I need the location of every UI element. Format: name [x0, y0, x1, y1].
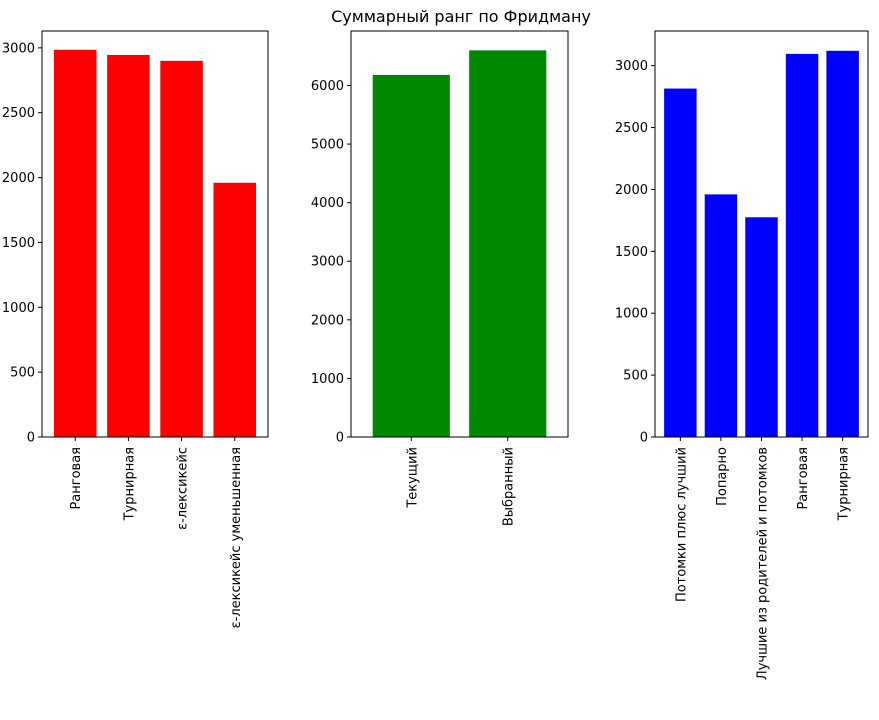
y-tick-label-1-1: 0	[27, 431, 35, 446]
bar-3-5	[826, 50, 859, 438]
y-tick-label-2-1: 0	[336, 431, 344, 446]
chart-suptitle: Суммарный ранг по Фридману	[331, 7, 591, 26]
x-category-label-2-1: Текущий	[405, 447, 420, 509]
y-tick-label-1-7: 3000	[2, 41, 35, 56]
y-tick-label-3-1: 0	[640, 431, 648, 446]
x-category-label-1-1: Ранговая	[69, 447, 84, 510]
y-tick-label-2-7: 6000	[311, 79, 344, 94]
y-tick-label-3-7: 3000	[615, 59, 648, 74]
x-category-label-3-5: Турнирная	[837, 447, 852, 521]
subplot-1: 0 500 1000 1500 2000 2500 3000 Ранговая Турнирна…	[2, 30, 269, 628]
bar-2-1	[372, 74, 450, 437]
bar-3-2	[704, 194, 738, 437]
x-category-label-1-4: ε-лексикейс уменьшенная	[229, 447, 244, 628]
y-tick-label-1-2: 500	[10, 366, 35, 381]
bar-1-4	[213, 182, 257, 437]
x-category-label-3-2: Попарно	[715, 447, 730, 506]
x-category-label-3-1: Потомки плюс лучший	[674, 447, 689, 602]
subplots: 0 500 1000 1500 2000 2500 3000 Ранговая Турнирна…	[2, 30, 869, 680]
x-category-label-3-3: Лучшие из родителей и потомков	[756, 447, 771, 680]
bar-3-3	[745, 217, 778, 437]
y-tick-label-1-5: 2000	[2, 171, 35, 186]
y-tick-label-1-3: 1000	[2, 301, 35, 316]
y-tick-label-1-6: 2500	[2, 106, 35, 121]
y-tick-label-2-5: 4000	[311, 196, 344, 211]
y-tick-label-2-3: 2000	[311, 313, 344, 328]
y-tick-label-3-2: 500	[623, 369, 648, 384]
x-category-label-1-3: ε-лексикейс	[176, 447, 191, 530]
bar-1-1	[53, 49, 97, 438]
subplot-2: 0 1000 2000 3000 4000 5000 6000 Текущий Выбранны…	[311, 30, 569, 526]
bar-2-2	[469, 50, 547, 437]
x-category-label-1-2: Турнирная	[122, 447, 137, 521]
axes-frame-2	[350, 30, 569, 438]
bar-1-2	[107, 55, 150, 437]
x-category-label-3-4: Ранговая	[796, 447, 811, 510]
subplot-3: 0 500 1000 1500 2000 2500 3000 Потомки плюс луч…	[615, 30, 869, 680]
y-tick-label-2-2: 1000	[311, 372, 344, 387]
y-tick-label-2-4: 3000	[311, 255, 344, 270]
axes-frame-1	[41, 30, 269, 438]
x-category-label-2-2: Выбранный	[502, 447, 517, 526]
bar-3-1	[664, 88, 697, 437]
y-tick-label-3-6: 2500	[615, 121, 648, 136]
y-tick-label-3-5: 2000	[615, 183, 648, 198]
bar-3-4	[785, 53, 819, 438]
bar-1-3	[160, 60, 203, 437]
y-tick-label-3-3: 1000	[615, 307, 648, 322]
y-tick-label-2-6: 5000	[311, 138, 344, 153]
y-tick-label-1-4: 1500	[2, 236, 35, 251]
y-tick-label-3-4: 1500	[615, 245, 648, 260]
